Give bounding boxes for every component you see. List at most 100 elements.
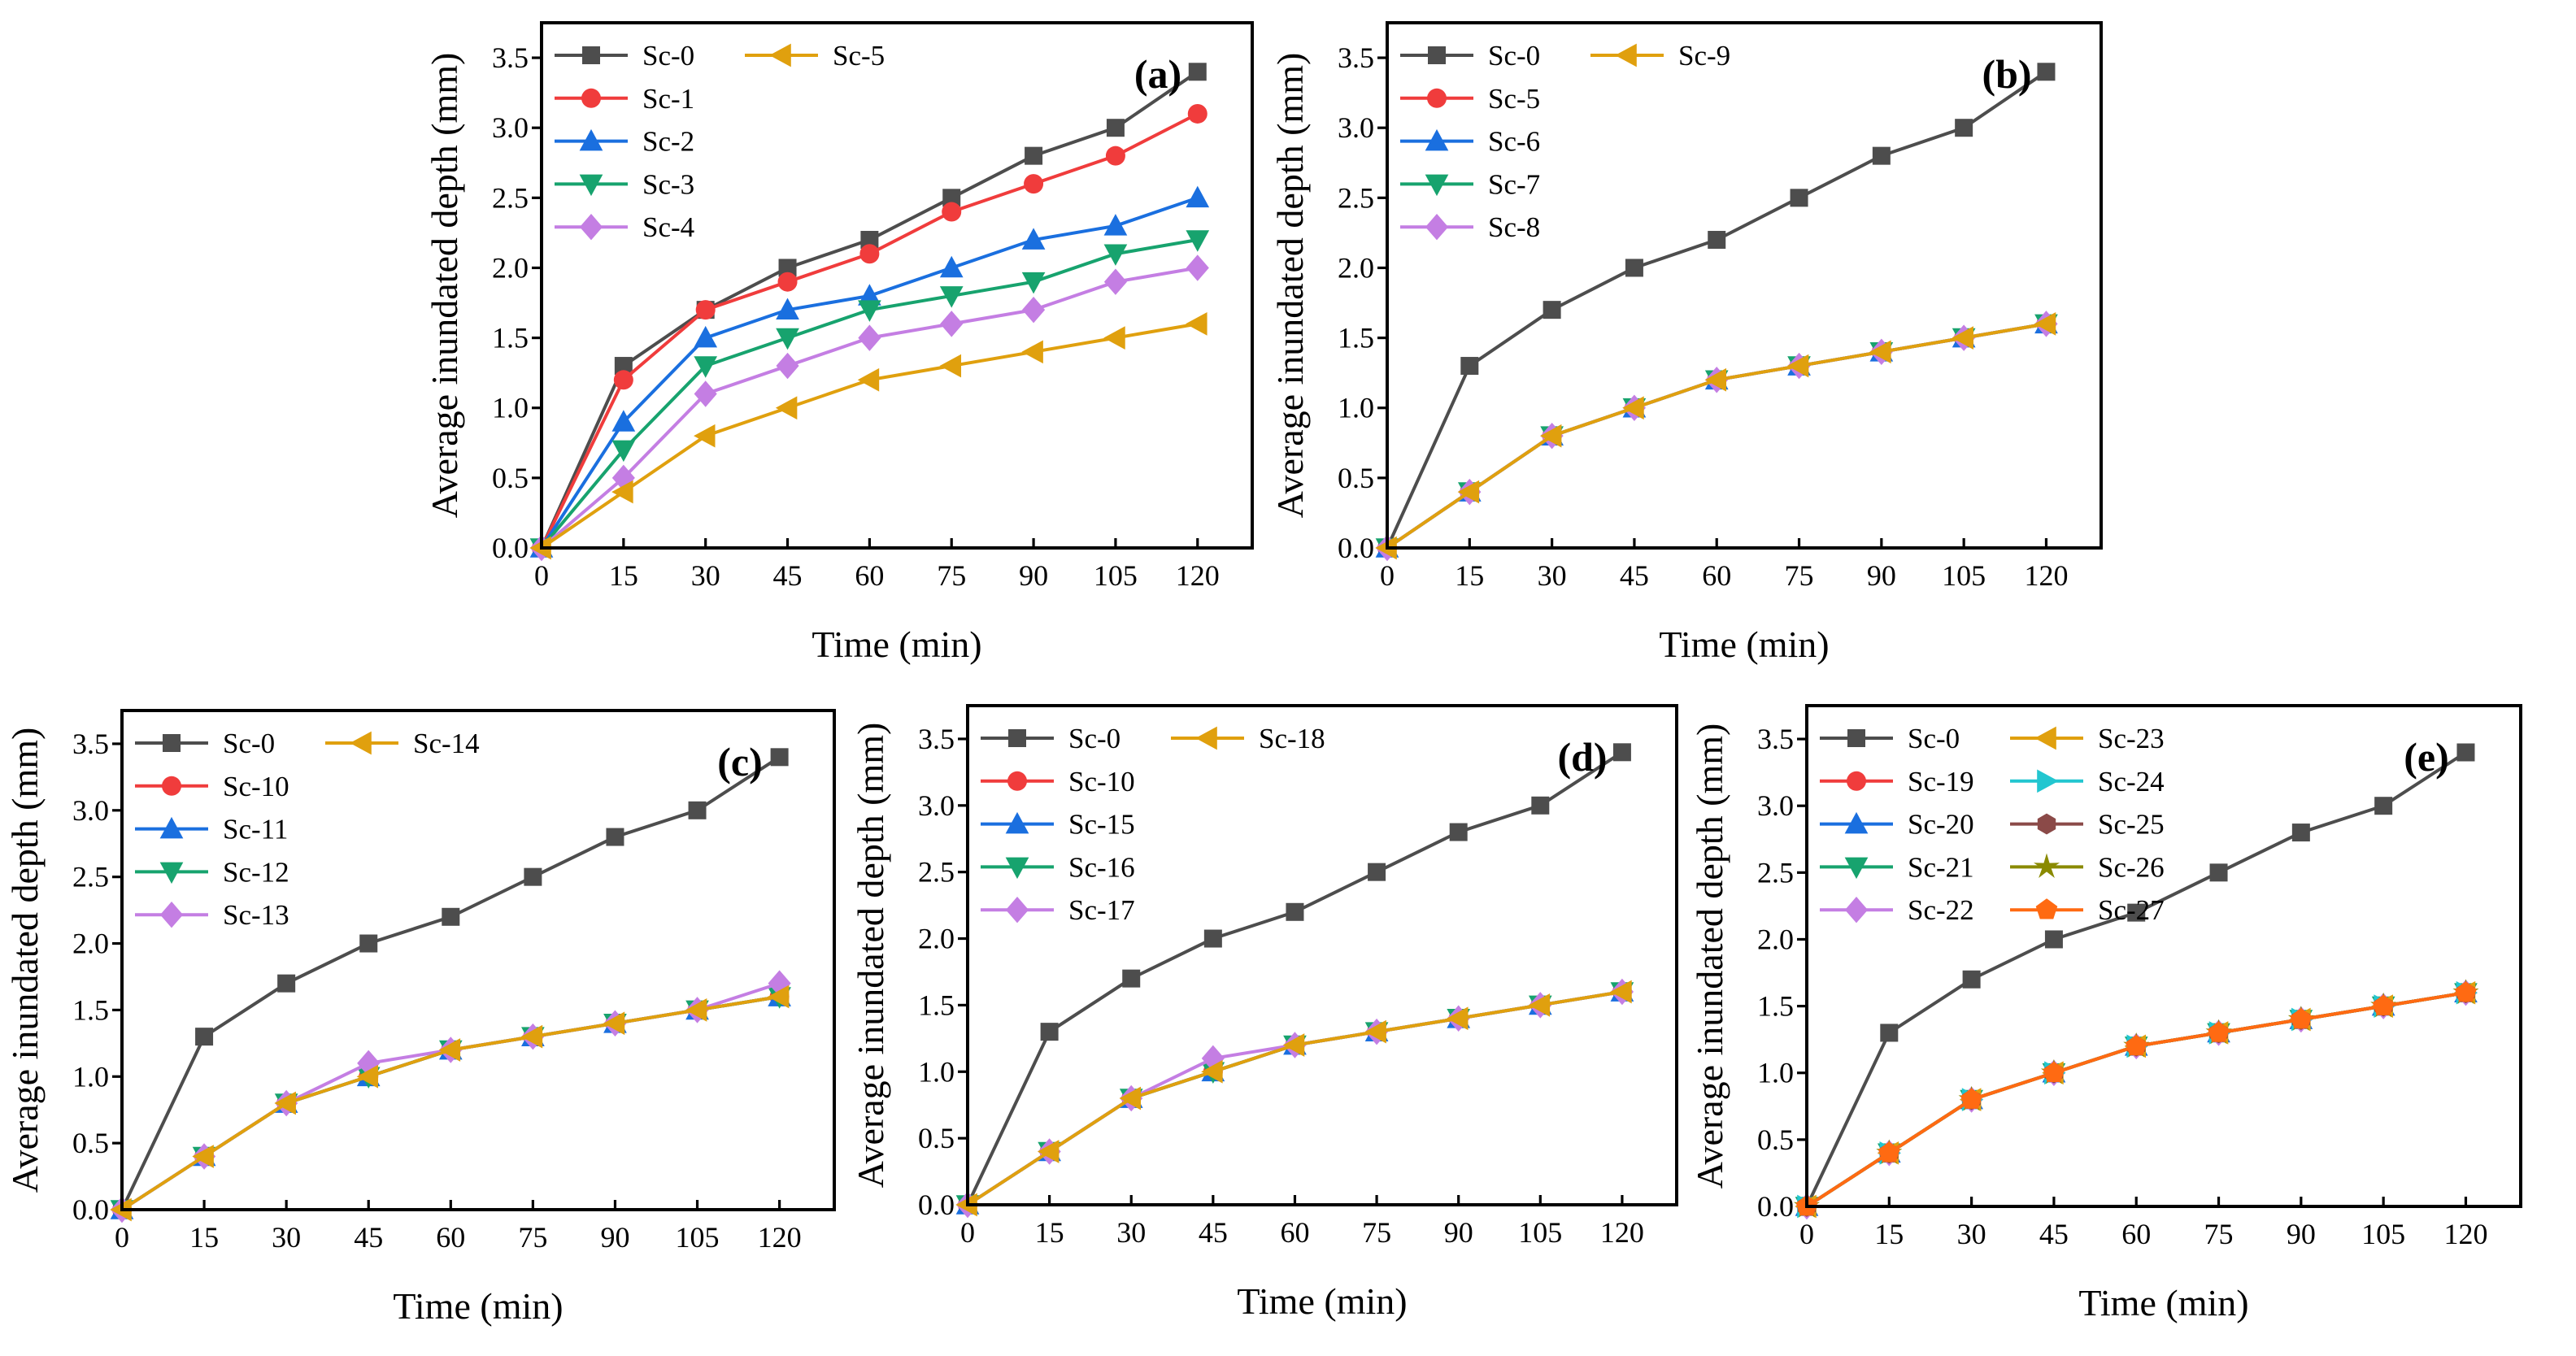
data-point bbox=[1103, 244, 1128, 266]
chart-panel-b: 0 15 30 45 60 75 90 105 120 0.0 0.5 1.0 1.5 2.0 2.5 3.0… bbox=[1269, 21, 2103, 665]
data-point bbox=[2374, 797, 2393, 815]
data-point bbox=[2125, 1034, 2147, 1056]
data-point bbox=[1447, 1006, 1469, 1031]
data-point bbox=[694, 325, 718, 348]
legend-item: Sc-19 bbox=[1820, 766, 1974, 798]
series-line bbox=[1805, 991, 2466, 1208]
data-point bbox=[2034, 312, 2056, 336]
legend-item: Sc-7 bbox=[1400, 168, 1540, 200]
data-point bbox=[1203, 929, 1222, 948]
data-point bbox=[1955, 119, 1973, 137]
data-point bbox=[1024, 174, 1044, 194]
legend-marker bbox=[2037, 813, 2056, 835]
legend-item: Sc-1 bbox=[555, 83, 694, 115]
data-point bbox=[695, 300, 716, 320]
legend-marker bbox=[1007, 771, 1027, 791]
data-point bbox=[1528, 993, 1551, 1017]
data-point bbox=[1449, 823, 1468, 841]
data-point bbox=[1962, 970, 1981, 989]
series-line bbox=[120, 995, 780, 1211]
x-tick-label: 60 bbox=[1702, 559, 1731, 592]
series-line bbox=[120, 995, 780, 1211]
data-point bbox=[939, 255, 964, 278]
series-line bbox=[966, 750, 1624, 1206]
legend-item: Sc-9 bbox=[1590, 40, 1730, 72]
plot-frame bbox=[1386, 21, 2103, 550]
data-point bbox=[776, 352, 799, 380]
x-tick-label: 120 bbox=[1176, 559, 1220, 592]
legend-item: Sc-0 bbox=[1820, 723, 1960, 754]
data-point bbox=[859, 244, 880, 264]
series-Sc-7 bbox=[1375, 314, 2058, 560]
x-tick-label: 0 bbox=[960, 1216, 975, 1249]
legend-label: Sc-25 bbox=[2098, 809, 2165, 841]
legend-item: Sc-22 bbox=[1820, 894, 1974, 926]
data-point bbox=[1025, 146, 1043, 165]
data-point bbox=[524, 867, 542, 886]
x-tick-label: 15 bbox=[1035, 1216, 1064, 1249]
legend: Sc-0 Sc-10 Sc-11 Sc-12 Sc-13 Sc-14 bbox=[135, 728, 480, 931]
x-tick-label: 120 bbox=[2024, 559, 2068, 592]
y-tick-label: 3.0 bbox=[918, 789, 955, 822]
series-Sc-24 bbox=[1797, 980, 2478, 1219]
series-Sc-9 bbox=[1375, 312, 2056, 560]
data-point bbox=[356, 1064, 379, 1089]
series-Sc-27 bbox=[1795, 981, 2477, 1216]
legend-item: Sc-25 bbox=[2010, 809, 2165, 841]
data-point bbox=[1878, 1141, 1900, 1163]
legend-label: Sc-18 bbox=[1259, 723, 1325, 754]
data-point bbox=[858, 324, 881, 351]
legend-item: Sc-0 bbox=[1400, 40, 1540, 72]
data-point bbox=[2043, 1061, 2065, 1083]
data-point bbox=[1786, 354, 1809, 378]
legend-marker bbox=[1615, 43, 1637, 67]
legend-marker bbox=[1425, 128, 1449, 151]
series-Sc-21 bbox=[1795, 983, 2478, 1219]
legend-label: Sc-21 bbox=[1908, 851, 1974, 883]
x-tick-label: 15 bbox=[1455, 559, 1484, 592]
legend-marker bbox=[2034, 726, 2056, 750]
legend-marker bbox=[163, 734, 181, 752]
legend-marker bbox=[1844, 857, 1869, 880]
legend-item: Sc-8 bbox=[1400, 211, 1540, 243]
series-line bbox=[966, 990, 1623, 1206]
y-tick-label: 2.0 bbox=[72, 928, 109, 960]
data-point bbox=[1186, 185, 1210, 208]
y-tick-label: 2.5 bbox=[492, 181, 529, 214]
data-point bbox=[2456, 743, 2475, 762]
legend-item: Sc-0 bbox=[981, 723, 1120, 754]
data-point bbox=[2209, 863, 2228, 882]
legend-label: Sc-2 bbox=[642, 126, 694, 158]
series-Sc-19 bbox=[1797, 983, 2476, 1216]
legend-label: Sc-10 bbox=[1068, 766, 1135, 798]
data-point bbox=[1539, 424, 1562, 448]
data-point bbox=[1960, 1088, 1982, 1109]
x-tick-label: 45 bbox=[354, 1221, 383, 1254]
y-tick-label: 2.5 bbox=[1757, 856, 1794, 889]
data-point bbox=[195, 1028, 214, 1046]
y-tick-label: 2.0 bbox=[1757, 923, 1794, 955]
legend-label: Sc-4 bbox=[642, 211, 694, 243]
series-line bbox=[1386, 322, 2047, 550]
legend-marker bbox=[1844, 811, 1869, 834]
legend-marker bbox=[579, 128, 603, 151]
y-tick-label: 1.0 bbox=[72, 1060, 109, 1093]
x-tick-label: 45 bbox=[773, 559, 803, 592]
data-point bbox=[1708, 231, 1726, 250]
series-line bbox=[1805, 991, 2466, 1208]
x-tick-label: 30 bbox=[272, 1221, 301, 1254]
data-point bbox=[1625, 259, 1643, 277]
series-line bbox=[1805, 991, 2466, 1208]
y-tick-label: 0.0 bbox=[492, 532, 529, 564]
legend-marker bbox=[350, 731, 372, 755]
data-point bbox=[940, 311, 964, 337]
y-tick-label: 2.0 bbox=[492, 251, 529, 284]
legend-marker bbox=[1427, 88, 1447, 108]
data-point bbox=[438, 1038, 461, 1062]
chart-panel-c: 0 15 30 45 60 75 90 105 120 0.0 0.5 1.0 1.5 2.0 2.5 3.0… bbox=[4, 709, 836, 1327]
legend: Sc-0 Sc-19 Sc-20 Sc-21 Sc-22 Sc-23 Sc-24 Sc-25 S… bbox=[1820, 723, 2165, 926]
x-tick-label: 105 bbox=[676, 1221, 720, 1254]
legend-item: Sc-12 bbox=[135, 856, 289, 888]
y-tick-label: 2.0 bbox=[918, 923, 955, 955]
